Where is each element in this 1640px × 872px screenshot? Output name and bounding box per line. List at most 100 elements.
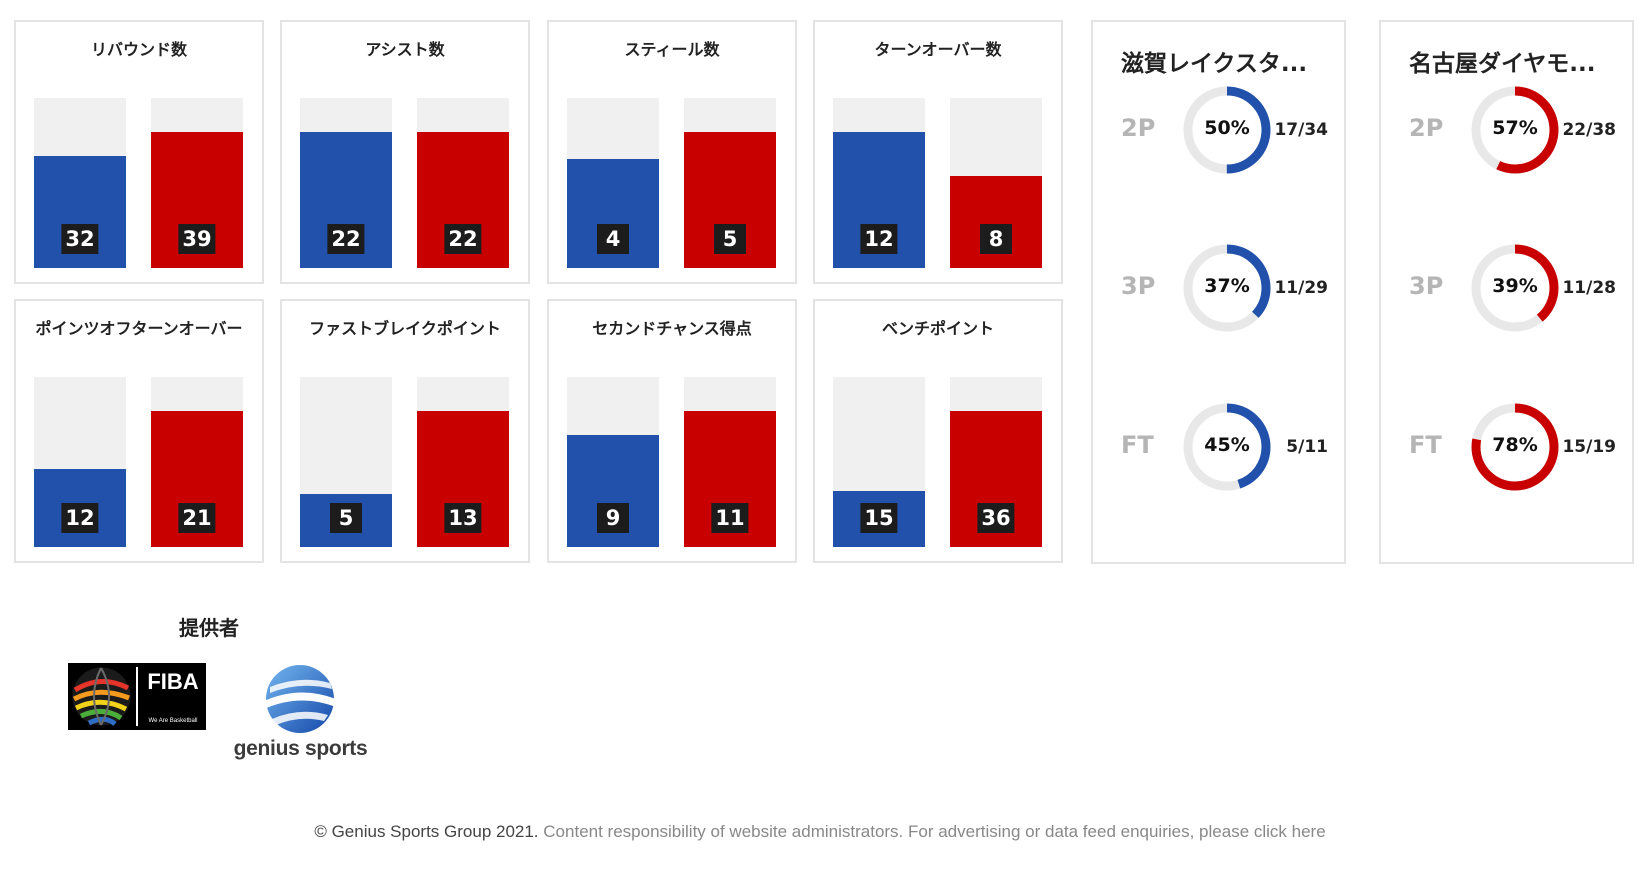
home-value-label: 9 — [597, 503, 629, 533]
percentage-value: 37% — [1204, 275, 1250, 297]
home-value-label: 22 — [327, 224, 365, 254]
percentage-value: 57% — [1492, 117, 1538, 139]
away-bar-track: 8 — [950, 98, 1042, 268]
away-value-label: 8 — [980, 224, 1012, 254]
stat-card: ファストブレイクポイント 5 13 — [280, 299, 530, 563]
home-value-label: 5 — [330, 503, 362, 533]
percentage-ring — [1471, 86, 1559, 174]
home-bar: 12 — [833, 132, 925, 268]
away-bar: 39 — [151, 132, 243, 268]
away-value-label: 11 — [711, 503, 749, 533]
stat-card-title: スティール数 — [624, 40, 720, 59]
away-bar: 5 — [684, 132, 776, 268]
shooting-row: FT 78% 15/19 — [1381, 401, 1632, 493]
away-bar-track: 39 — [151, 98, 243, 268]
ring-progress-arc — [1183, 403, 1271, 491]
shooting-row: 2P 57% 22/38 — [1381, 84, 1632, 176]
ring-progress-arc — [1183, 244, 1271, 332]
away-bar: 8 — [950, 176, 1042, 268]
away-value-label: 36 — [977, 503, 1015, 533]
home-value-label: 15 — [860, 503, 898, 533]
home-bar: 22 — [300, 132, 392, 268]
shooting-panel-away: 名古屋ダイヤモ... 2P 57% 22/38 3P 39% 11/28 FT 78% 15/19 — [1379, 20, 1634, 564]
away-bar: 22 — [417, 132, 509, 268]
shooting-row: 3P 39% 11/28 — [1381, 242, 1632, 334]
away-bar: 13 — [417, 411, 509, 547]
home-value-label: 4 — [597, 224, 629, 254]
away-bar-track: 5 — [684, 98, 776, 268]
home-bar: 5 — [300, 494, 392, 547]
shot-type-label: 3P — [1121, 272, 1156, 300]
team-name: 滋賀レイクスタ... — [1121, 51, 1308, 77]
shot-type-label: 2P — [1121, 114, 1156, 142]
fiba-ball-icon — [72, 667, 131, 726]
made-attempted: 11/29 — [1274, 278, 1328, 298]
shot-type-label: 3P — [1409, 272, 1444, 300]
stat-card-title: リバウンド数 — [90, 40, 187, 59]
shooting-panel-home: 滋賀レイクスタ... 2P 50% 17/34 3P 37% 11/29 FT 45% 5/11 — [1091, 20, 1346, 564]
ring-progress-arc — [1471, 86, 1559, 174]
percentage-ring — [1471, 244, 1559, 332]
stat-card: アシスト数 22 22 — [280, 20, 530, 284]
percentage-value: 45% — [1204, 434, 1250, 456]
home-bar: 12 — [34, 469, 126, 547]
percentage-ring — [1183, 403, 1271, 491]
ring-progress-arc — [1471, 403, 1559, 491]
home-bar-track: 5 — [300, 377, 392, 547]
percentage-ring — [1183, 86, 1271, 174]
away-value-label: 21 — [178, 503, 216, 533]
stat-card-title: ベンチポイント — [881, 319, 994, 338]
shooting-row: 2P 50% 17/34 — [1093, 84, 1344, 176]
made-attempted: 17/34 — [1274, 120, 1328, 140]
fiba-logo[interactable]: FIBA We Are Basketball — [68, 663, 206, 730]
shooting-row: FT 45% 5/11 — [1093, 401, 1344, 493]
home-bar-track: 9 — [567, 377, 659, 547]
away-bar: 21 — [151, 411, 243, 547]
fiba-tagline: We Are Basketball — [148, 718, 198, 724]
stat-card: リバウンド数 32 39 — [14, 20, 264, 284]
footer-notice-link[interactable]: Content responsibility of website admini… — [543, 822, 1326, 841]
ring-progress-arc — [1183, 86, 1271, 174]
percentage-value: 39% — [1492, 275, 1538, 297]
percentage-ring — [1183, 244, 1271, 332]
stat-card-title: セカンドチャンス得点 — [592, 319, 752, 338]
stat-card: スティール数 4 5 — [547, 20, 797, 284]
home-bar: 4 — [567, 159, 659, 268]
home-bar-track: 4 — [567, 98, 659, 268]
team-name: 名古屋ダイヤモ... — [1409, 51, 1596, 77]
home-bar: 9 — [567, 435, 659, 547]
home-bar: 15 — [833, 491, 925, 547]
away-value-label: 39 — [178, 224, 216, 254]
stat-card: ポインツオフターンオーバー 12 21 — [14, 299, 264, 563]
sponsors-title: 提供者 — [179, 616, 239, 640]
footer: © Genius Sports Group 2021. Content resp… — [0, 822, 1640, 842]
shot-type-label: FT — [1121, 431, 1154, 459]
away-bar-track: 21 — [151, 377, 243, 547]
home-bar: 32 — [34, 156, 126, 268]
away-value-label: 22 — [444, 224, 482, 254]
away-value-label: 5 — [714, 224, 746, 254]
stat-card-title: ターンオーバー数 — [874, 40, 1002, 59]
home-value-label: 12 — [860, 224, 898, 254]
stat-card: ベンチポイント 15 36 — [813, 299, 1063, 563]
genius-sports-logo[interactable]: genius sports — [228, 663, 373, 763]
shot-type-label: FT — [1409, 431, 1442, 459]
percentage-value: 78% — [1492, 434, 1538, 456]
home-bar-track: 32 — [34, 98, 126, 268]
away-bar: 36 — [950, 411, 1042, 547]
home-value-label: 32 — [61, 224, 99, 254]
shooting-row: 3P 37% 11/29 — [1093, 242, 1344, 334]
home-bar-track: 12 — [833, 98, 925, 268]
ring-progress-arc — [1471, 244, 1559, 332]
home-value-label: 12 — [61, 503, 99, 533]
footer-copyright: © Genius Sports Group 2021. — [314, 822, 539, 841]
made-attempted: 15/19 — [1562, 437, 1616, 457]
genius-wordmark: genius sports — [233, 737, 368, 760]
stat-card: ターンオーバー数 12 8 — [813, 20, 1063, 284]
home-bar-track: 22 — [300, 98, 392, 268]
fiba-divider — [136, 667, 138, 726]
percentage-value: 50% — [1204, 117, 1250, 139]
away-bar-track: 11 — [684, 377, 776, 547]
fiba-wordmark: FIBA — [147, 669, 199, 694]
away-bar: 11 — [684, 411, 776, 547]
